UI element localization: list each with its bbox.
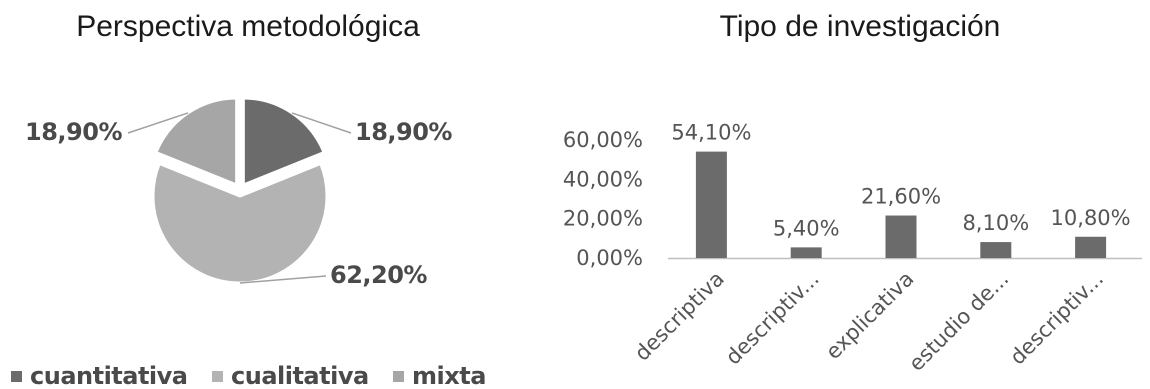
legend-swatch-cuantitativa (11, 371, 22, 382)
legend-swatch-cualitativa (212, 371, 223, 382)
pie-slice-cualitativa (151, 161, 329, 285)
bar (1075, 236, 1107, 258)
y-tick-label: 0,00% (576, 246, 643, 270)
y-tick-label: 60,00% (563, 128, 643, 152)
pie-label-mixta: 18,90% (25, 118, 122, 146)
legend-label-mixta: mixta (412, 362, 486, 389)
bar-title: Tipo de investigación (720, 10, 1001, 43)
pie-chart: Perspectiva metodológica 18,90% 62,20% 1… (11, 10, 486, 389)
pie-label-cualitativa: 62,20% (330, 261, 427, 289)
bar (885, 215, 917, 258)
category-label: descriptiv... (721, 267, 824, 370)
pie-leader-lines (127, 112, 352, 284)
bar-value-label: 10,80% (1051, 206, 1131, 230)
y-tick-label: 20,00% (563, 207, 643, 231)
legend-label-cuantitativa: cuantitativa (30, 362, 188, 389)
bar-value-label: 8,10% (962, 211, 1029, 235)
category-label: descriptiva (630, 267, 729, 366)
bar-chart: Tipo de investigación 0,00% 20,00% 40,00% 6… (563, 10, 1142, 376)
pie-legend: cuantitativa cualitativa mixta (11, 362, 486, 389)
y-tick-label: 40,00% (563, 167, 643, 191)
bar (980, 242, 1012, 258)
pie-slices (151, 96, 329, 285)
bar-value-label: 21,60% (861, 185, 941, 209)
bar (790, 247, 822, 258)
legend-swatch-mixta (393, 371, 404, 382)
pie-title: Perspectiva metodológica (76, 10, 420, 43)
leader-line-mixta (127, 112, 189, 134)
pie-label-cuantitativa: 18,90% (355, 118, 452, 146)
bar-category-labels: descriptivadescriptiv...explicativaestud… (630, 267, 1108, 376)
bar-value-label: 5,40% (773, 216, 840, 240)
bar (695, 151, 727, 258)
category-label: explicativa (821, 267, 918, 364)
leader-line-cualitativa (239, 275, 327, 284)
category-label: estudio de... (904, 267, 1013, 376)
bar-data-labels: 54,10% 5,40% 21,60% 8,10% 10,80% (671, 121, 1130, 241)
legend-label-cualitativa: cualitativa (231, 362, 369, 389)
bar-bars (695, 151, 1107, 258)
bar-y-ticks: 0,00% 20,00% 40,00% 60,00% (563, 128, 643, 270)
leader-line-cuantitativa (291, 112, 352, 134)
category-label: descriptiv... (1005, 267, 1108, 370)
bar-value-label: 54,10% (671, 121, 751, 145)
